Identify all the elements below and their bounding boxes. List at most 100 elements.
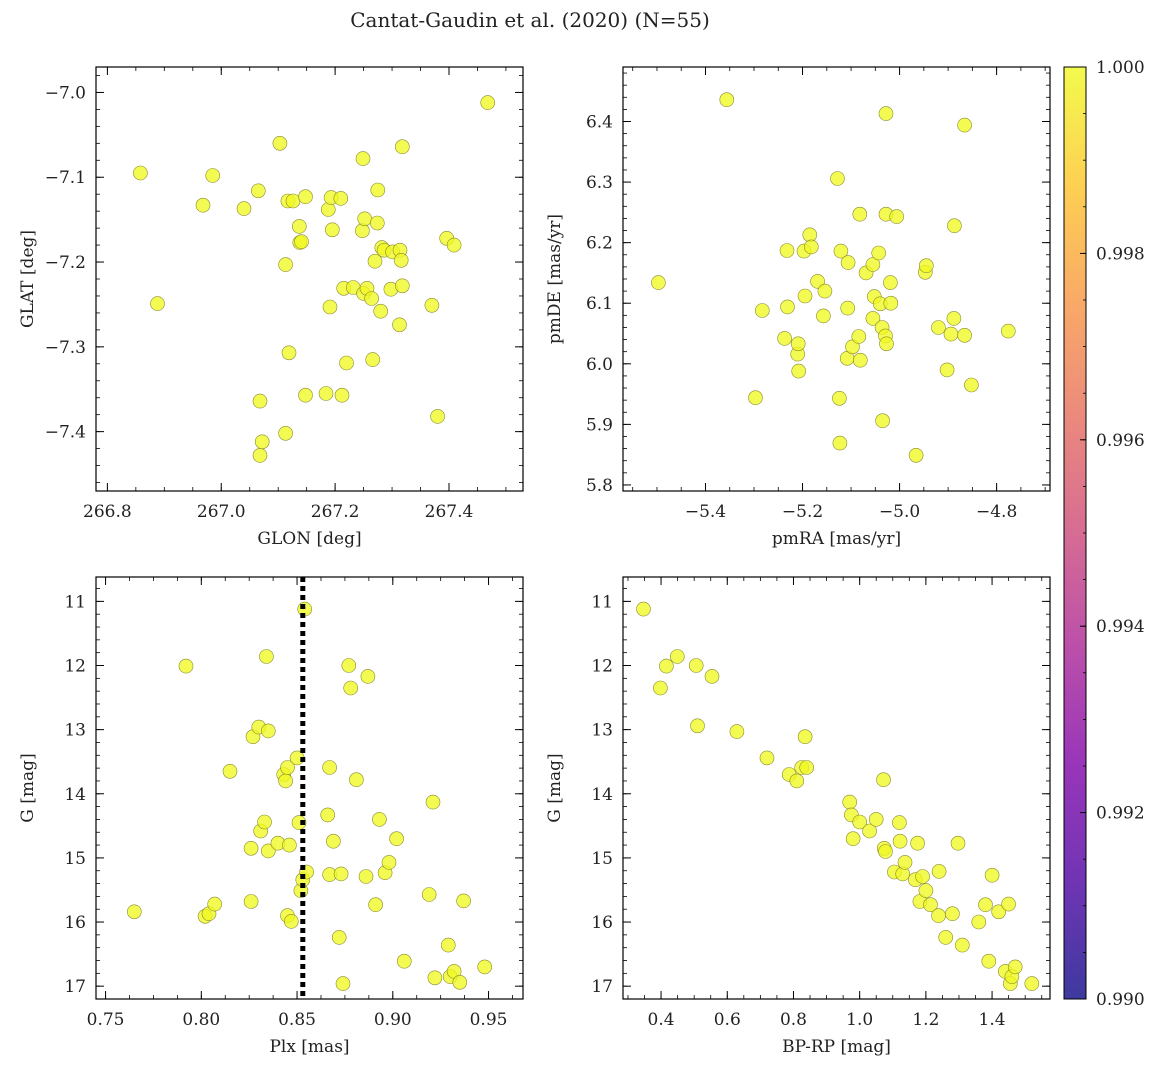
data-point: [690, 718, 705, 734]
data-point: [978, 897, 993, 913]
data-point: [381, 855, 397, 870]
colorbar-tick-label: 0.992: [1096, 804, 1145, 824]
data-point: [360, 669, 376, 684]
data-point: [780, 299, 795, 315]
data-point: [981, 953, 997, 969]
data-point: [875, 413, 890, 429]
data-point: [954, 937, 970, 953]
data-point: [324, 222, 340, 238]
data-point: [355, 223, 370, 238]
x-tick-label: −5.4: [685, 502, 726, 522]
data-point: [207, 896, 222, 912]
x-tick-label: 1.0: [846, 1010, 873, 1030]
data-point: [393, 252, 409, 268]
data-point: [984, 867, 1000, 883]
colorbar-tick-label: 1.000: [1096, 58, 1145, 78]
data-points: [133, 95, 496, 463]
data-point: [369, 215, 385, 231]
data-point: [318, 386, 334, 401]
y-tick-label: 17: [591, 977, 613, 997]
data-point: [427, 970, 443, 986]
data-point: [704, 669, 720, 684]
y-tick-label: 6.2: [586, 234, 613, 254]
data-point: [897, 855, 913, 870]
data-point: [257, 814, 272, 830]
colorbar-tick-label: 0.994: [1096, 617, 1145, 637]
data-point: [791, 363, 807, 379]
y-tick-label: −7.1: [45, 168, 86, 188]
data-point: [446, 237, 462, 253]
data-point: [291, 219, 307, 234]
x-tick-label: −5.0: [879, 502, 920, 522]
data-point: [333, 191, 349, 206]
figure-title: Cantat-Gaudin et al. (2020) (N=55): [350, 8, 710, 32]
data-point: [291, 815, 307, 830]
data-point: [908, 447, 924, 463]
data-point: [283, 914, 299, 929]
data-point: [278, 773, 293, 789]
x-tick-label: 0.95: [470, 1010, 508, 1030]
data-point: [1001, 896, 1016, 912]
data-point: [957, 117, 972, 133]
data-point: [430, 409, 445, 424]
data-points: [127, 601, 493, 991]
data-point: [452, 974, 468, 990]
x-tick-label: −5.2: [782, 502, 823, 522]
data-point: [918, 258, 934, 274]
y-axis-label: G [mag]: [18, 753, 38, 822]
y-tick-label: 14: [591, 785, 613, 805]
y-axis-label: GLAT [deg]: [18, 230, 38, 328]
data-point: [281, 345, 297, 361]
data-point: [878, 844, 893, 859]
data-point: [373, 303, 389, 319]
data-point: [355, 151, 371, 166]
data-point: [889, 209, 905, 224]
data-point: [797, 729, 813, 745]
x-tick-label: 0.80: [182, 1010, 220, 1030]
data-point: [845, 831, 861, 847]
data-point: [943, 326, 959, 342]
data-point: [915, 869, 930, 884]
x-tick-label: 0.4: [648, 1010, 675, 1030]
y-tick-label: 12: [591, 657, 613, 677]
data-point: [322, 760, 337, 775]
data-point: [964, 377, 979, 393]
data-point: [636, 601, 651, 617]
y-tick-label: 12: [64, 657, 86, 677]
y-tick-label: 17: [64, 977, 86, 997]
data-point: [1024, 976, 1040, 991]
x-tick-label: −4.8: [976, 502, 1017, 522]
y-tick-label: 15: [591, 849, 613, 869]
data-point: [195, 197, 211, 213]
data-point: [294, 234, 309, 249]
data-point: [876, 772, 891, 788]
data-point: [688, 658, 704, 673]
data-point: [659, 658, 674, 674]
axes-frame: [622, 576, 1051, 1000]
data-point: [852, 814, 868, 830]
data-point: [719, 92, 735, 107]
data-point: [298, 387, 313, 403]
data-point: [923, 897, 938, 913]
data-point: [1007, 959, 1023, 975]
data-point: [883, 275, 898, 290]
y-tick-label: 14: [64, 785, 86, 805]
colorbar-tick-label: 0.996: [1096, 431, 1145, 451]
axes-frame: [95, 576, 524, 1000]
data-point: [802, 227, 818, 243]
data-point: [285, 193, 301, 209]
data-point: [349, 772, 364, 788]
colorbar-ticks: 1.000 0.998 0.996 0.994 0.992 0.990: [1080, 58, 1145, 1010]
x-axis-label: pmRA [mas/yr]: [772, 529, 901, 549]
data-point: [931, 864, 947, 879]
data-point: [133, 165, 148, 181]
axes-frame: [95, 66, 524, 492]
x-axis-label: BP-RP [mag]: [782, 1037, 891, 1057]
axes-frame: [622, 66, 1051, 492]
y-axis-label: G [mag]: [545, 753, 565, 822]
data-point: [862, 823, 877, 839]
x-tick-label: 0.90: [374, 1010, 412, 1030]
data-point: [669, 649, 685, 664]
data-point: [918, 883, 934, 898]
